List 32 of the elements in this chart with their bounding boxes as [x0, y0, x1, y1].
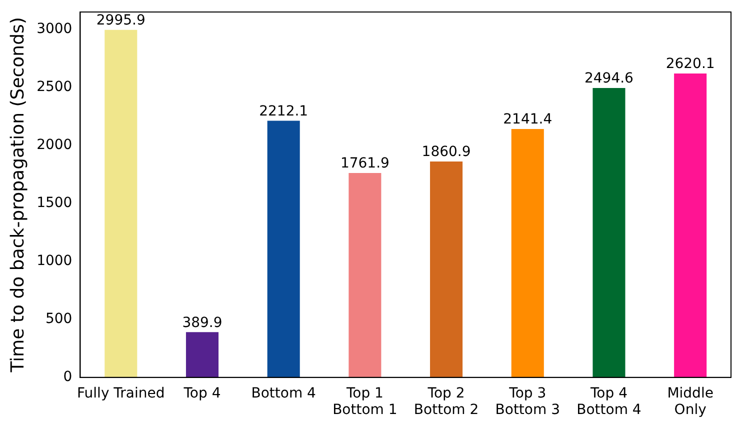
- x-tick-label: Fully Trained: [77, 385, 165, 402]
- x-tick-label: Top 2 Bottom 2: [414, 385, 479, 418]
- x-tick-label: Top 3 Bottom 3: [495, 385, 560, 418]
- x-tick-label: Top 1 Bottom 1: [332, 385, 398, 418]
- y-tick-label: 2500: [36, 79, 72, 96]
- y-tick-label: 1000: [36, 253, 72, 270]
- data-label: 2620.1: [666, 56, 715, 72]
- x-tick-label: Middle Only: [667, 385, 714, 418]
- data-label: 2141.4: [503, 112, 552, 128]
- bar: [348, 173, 382, 378]
- x-tick-label: Top 4 Bottom 4: [576, 385, 642, 418]
- y-tick-label: 0: [63, 369, 72, 386]
- bar: [430, 162, 463, 378]
- x-tick-label: Top 4: [182, 385, 221, 402]
- y-axis-title: Time to do back-propagation (Seconds): [7, 17, 28, 374]
- y-tick-label: 1500: [36, 195, 72, 212]
- y-tick-label: 500: [45, 311, 72, 328]
- bar: [511, 129, 544, 378]
- bar: [104, 30, 138, 378]
- bar: [674, 73, 707, 378]
- data-label: 1860.9: [422, 144, 471, 160]
- data-label: 2995.9: [96, 12, 146, 29]
- bar: [267, 120, 300, 378]
- y-tick-label: 2000: [36, 137, 72, 154]
- data-label: 2212.1: [259, 103, 308, 120]
- bar: [186, 332, 219, 378]
- data-label: 1761.9: [340, 156, 390, 172]
- bar: [592, 88, 626, 378]
- y-tick-label: 3000: [36, 21, 72, 38]
- data-label: 2494.6: [584, 70, 634, 87]
- x-tick-label: Bottom 4: [251, 385, 316, 402]
- data-label: 389.9: [182, 314, 222, 331]
